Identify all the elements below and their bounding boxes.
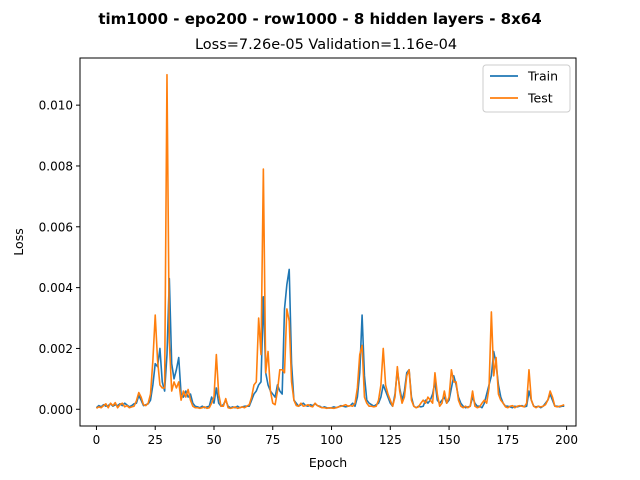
legend-train-label: Train	[527, 69, 558, 84]
x-tick-label: 175	[496, 433, 519, 447]
x-tick-label: 150	[438, 433, 461, 447]
y-axis: 0.000 0.002 0.004 0.006 0.008 0.010	[39, 99, 80, 417]
axes-frame	[79, 57, 577, 427]
y-tick-label: 0.000	[39, 403, 73, 417]
legend-test-label: Test	[527, 91, 553, 106]
y-axis-label: Loss	[11, 228, 26, 255]
x-axis-label: Epoch	[309, 455, 347, 470]
x-tick-label: 0	[93, 433, 101, 447]
x-axis: 0 25 50 75 100 125 150 175 200	[93, 426, 578, 447]
x-tick-label: 25	[148, 433, 163, 447]
y-tick-label: 0.006	[39, 220, 73, 234]
plot-area	[95, 73, 565, 410]
chart-title: tim1000 - epo200 - row1000 - 8 hidden la…	[98, 10, 541, 28]
y-tick-label: 0.010	[39, 99, 73, 113]
series-line-test	[96, 73, 565, 410]
x-tick-label: 200	[555, 433, 578, 447]
y-tick-label: 0.004	[39, 281, 73, 295]
y-tick-label: 0.008	[39, 159, 73, 173]
series-line-train	[95, 268, 565, 409]
legend: Train Test	[482, 64, 571, 113]
x-tick-label: 75	[265, 433, 280, 447]
y-tick-label: 0.002	[39, 342, 73, 356]
x-tick-label: 100	[320, 433, 343, 447]
x-tick-label: 125	[379, 433, 402, 447]
x-tick-label: 50	[206, 433, 221, 447]
chart-subtitle: Loss=7.26e-05 Validation=1.16e-04	[195, 37, 457, 53]
